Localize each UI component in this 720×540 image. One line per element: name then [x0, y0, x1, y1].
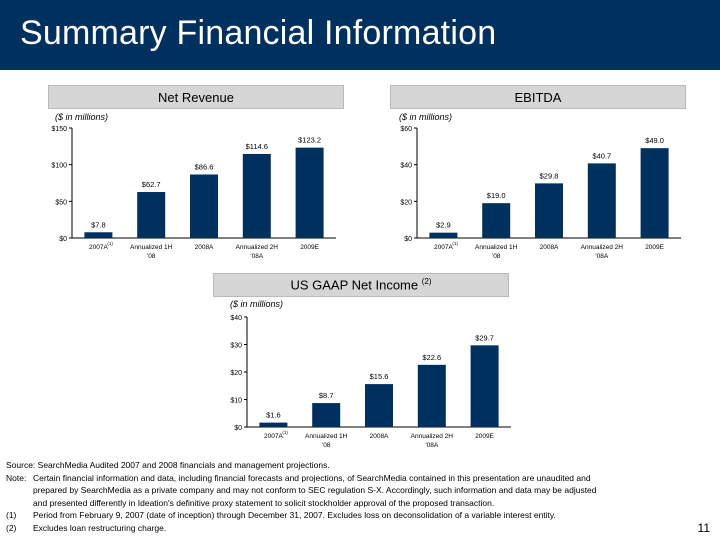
y-tick-label: $0 [59, 236, 67, 243]
bar-value-label: $22.6 [422, 353, 441, 362]
bar-value-label: $2.9 [436, 221, 451, 230]
bar [482, 203, 511, 238]
x-tick-label: '08A [250, 253, 263, 260]
bar-value-label: $1.6 [266, 411, 281, 420]
bar [640, 148, 669, 238]
net-revenue-chart: $0 $50 $100 $150 $7.8 2007A(1) $62.7 Annualized… [51, 126, 336, 260]
bar-value-label: $8.7 [319, 391, 334, 400]
bar-value-label: $62.7 [142, 180, 161, 189]
bar-value-label: $114.6 [246, 142, 268, 151]
bar [429, 232, 458, 238]
footnotes: Source: SearchMedia Audited 2007 and 200… [6, 459, 714, 534]
bar-value-label: $29.8 [540, 171, 559, 180]
x-tick-label: 2007A [434, 244, 453, 251]
bar [365, 384, 393, 427]
x-tick-label: 2008A [540, 244, 559, 251]
x-tick-label: 2007A [89, 244, 108, 251]
bar [259, 422, 288, 427]
x-tick-footnote-marker: (1) [282, 430, 288, 435]
chart-title-net-revenue: Net Revenue [48, 85, 344, 109]
y-tick-label: $60 [400, 126, 412, 133]
y-tick-label: $150 [51, 126, 67, 133]
x-tick-label: Annualized 1H [475, 244, 518, 251]
chart-title-footnote-marker: (2) [421, 277, 432, 287]
bar-value-label: $29.7 [475, 333, 494, 342]
chart-title-text: US GAAP Net Income (2) [290, 277, 431, 292]
chart-title-main: US GAAP Net Income [290, 277, 419, 293]
x-tick-footnote-marker: (1) [452, 241, 458, 246]
bar-value-label: $40.7 [592, 151, 611, 160]
x-tick-label: Annualized 2H [411, 433, 454, 440]
bar [190, 174, 218, 238]
bar-value-label: $86.6 [195, 162, 214, 171]
bar [470, 345, 499, 427]
ebitda-chart: $0 $20 $40 $60 $2.9 2007A(1) $19.0 Annualized 1… [400, 126, 681, 260]
note-line: Certain financial information and data, … [33, 472, 591, 483]
chart-title-text: Net Revenue [158, 89, 234, 105]
x-tick-label: Annualized 2H [581, 244, 624, 251]
bar-value-label: $49.0 [645, 136, 664, 145]
bar [417, 364, 446, 427]
chart-title-ebitda: EBITDA [390, 85, 686, 109]
x-tick-label: 2009E [475, 433, 494, 440]
unit-label: ($ in millions) [399, 112, 453, 122]
x-tick-label: Annualized 1H [305, 433, 348, 440]
note-label: Note: [6, 472, 27, 483]
note-line: and presented differently in Ideation's … [33, 497, 495, 508]
unit-label: ($ in millions) [55, 112, 109, 122]
y-tick-label: $30 [230, 343, 242, 350]
general-note: Note: Certain financial information and … [6, 472, 714, 510]
bar [295, 147, 324, 238]
footnote-text: Period from February 9, 2007 (date of in… [33, 510, 556, 520]
chart-title-text: EBITDA [514, 89, 562, 105]
x-tick-footnote-marker: (1) [107, 241, 113, 246]
footnote-label: (1) [6, 510, 17, 520]
bar-value-label: $19.0 [487, 191, 506, 200]
bar [242, 153, 271, 238]
bar [137, 192, 166, 238]
footnote-label: (2) [6, 522, 17, 533]
source-note: Source: SearchMedia Audited 2007 and 200… [6, 460, 330, 470]
y-tick-label: $10 [230, 398, 242, 405]
x-tick-label: '08A [595, 253, 608, 260]
bar-value-label: $7.8 [91, 220, 106, 229]
footnote-2: (2) Excludes loan restructuring charge. [6, 522, 714, 535]
bar-value-label: $15.6 [370, 372, 389, 381]
x-tick-label: Annualized 2H [236, 244, 279, 251]
bar [587, 163, 616, 238]
bar [535, 183, 563, 238]
x-tick-label: 2009E [645, 244, 664, 251]
x-tick-label: 2009E [300, 244, 319, 251]
unit-label: ($ in millions) [230, 299, 284, 309]
x-tick-label: '08A [425, 442, 438, 449]
y-tick-label: $0 [234, 425, 242, 432]
x-tick-label: 2008A [195, 244, 214, 251]
header-bar: Summary Financial Information [0, 0, 720, 70]
page-title: Summary Financial Information [20, 14, 497, 52]
y-tick-label: $0 [404, 236, 412, 243]
y-tick-label: $50 [55, 199, 67, 206]
net-income-chart: $0 $10 $20 $30 $40 $1.6 2007A(1) $8.7 Annualized… [230, 315, 511, 449]
footnote-text: Excludes loan restructuring charge. [33, 522, 167, 533]
footnote-1: (1) Period from February 9, 2007 (date o… [6, 509, 714, 522]
x-tick-label: '08 [492, 253, 501, 260]
bar [312, 403, 341, 427]
y-tick-label: $40 [400, 163, 412, 170]
bar-value-label: $123.2 [298, 136, 321, 145]
note-line: prepared by SearchMedia as a private com… [33, 485, 597, 495]
y-tick-label: $20 [400, 199, 412, 206]
note-text: Certain financial information and data, … [33, 472, 714, 510]
y-tick-label: $20 [230, 370, 242, 377]
y-tick-label: $40 [230, 315, 242, 322]
y-tick-label: $100 [51, 163, 67, 170]
x-tick-label: '08 [147, 253, 156, 260]
x-tick-label: '08 [322, 442, 331, 449]
bar [84, 232, 113, 238]
x-tick-label: 2007A [264, 433, 283, 440]
x-tick-label: 2008A [370, 433, 389, 440]
chart-title-net-income: US GAAP Net Income (2) [213, 273, 509, 297]
page-number: 11 [697, 521, 710, 535]
x-tick-label: Annualized 1H [130, 244, 173, 251]
